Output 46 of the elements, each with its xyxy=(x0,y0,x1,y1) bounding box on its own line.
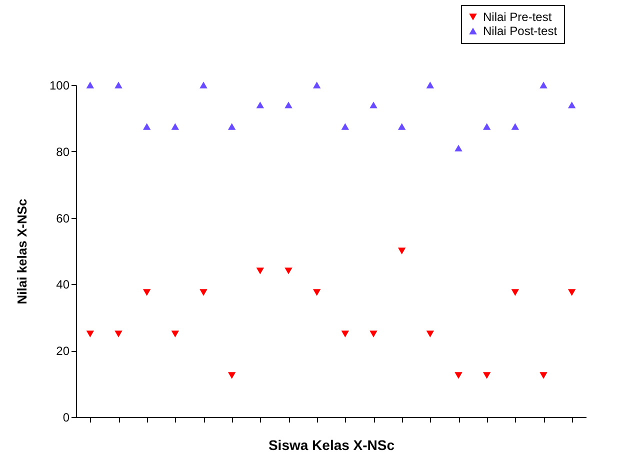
point xyxy=(312,82,321,88)
point xyxy=(454,144,462,152)
y-tick-label: 60 xyxy=(56,211,70,226)
point xyxy=(540,372,548,379)
point xyxy=(482,372,491,379)
point xyxy=(511,123,520,130)
point xyxy=(511,289,520,296)
point xyxy=(200,82,208,88)
y-tick-label: 20 xyxy=(56,344,70,358)
point xyxy=(426,82,434,88)
point xyxy=(398,248,406,254)
point xyxy=(341,330,350,338)
legend-label: Nilai Post-test xyxy=(483,24,558,38)
point xyxy=(482,123,491,130)
point xyxy=(228,372,236,379)
point xyxy=(171,123,180,130)
point xyxy=(142,289,151,296)
point xyxy=(114,330,122,338)
point xyxy=(86,82,94,88)
point xyxy=(256,102,264,108)
point xyxy=(200,289,208,296)
point xyxy=(171,330,180,338)
point xyxy=(86,330,94,338)
point xyxy=(256,268,264,274)
point xyxy=(114,82,122,88)
point xyxy=(284,102,292,108)
legend-label: Nilai Pre-test xyxy=(483,10,552,24)
point xyxy=(426,330,434,338)
y-tick-label: 100 xyxy=(49,78,70,92)
point xyxy=(568,102,576,108)
point xyxy=(540,82,548,88)
point xyxy=(284,268,292,274)
y-tick-label: 80 xyxy=(56,144,70,159)
y-tick-label: 0 xyxy=(62,410,70,424)
point xyxy=(228,123,236,130)
x-axis-title: Siswa Kelas X-NSc xyxy=(268,437,395,453)
point xyxy=(142,123,151,130)
point xyxy=(568,289,576,296)
point xyxy=(370,102,378,108)
point xyxy=(341,123,350,130)
y-tick-label: 40 xyxy=(56,278,70,292)
point xyxy=(398,123,406,130)
point xyxy=(370,330,378,338)
point xyxy=(454,372,462,379)
point xyxy=(312,289,321,296)
y-axis-title: Nilai kelas X-NSc xyxy=(14,198,30,304)
